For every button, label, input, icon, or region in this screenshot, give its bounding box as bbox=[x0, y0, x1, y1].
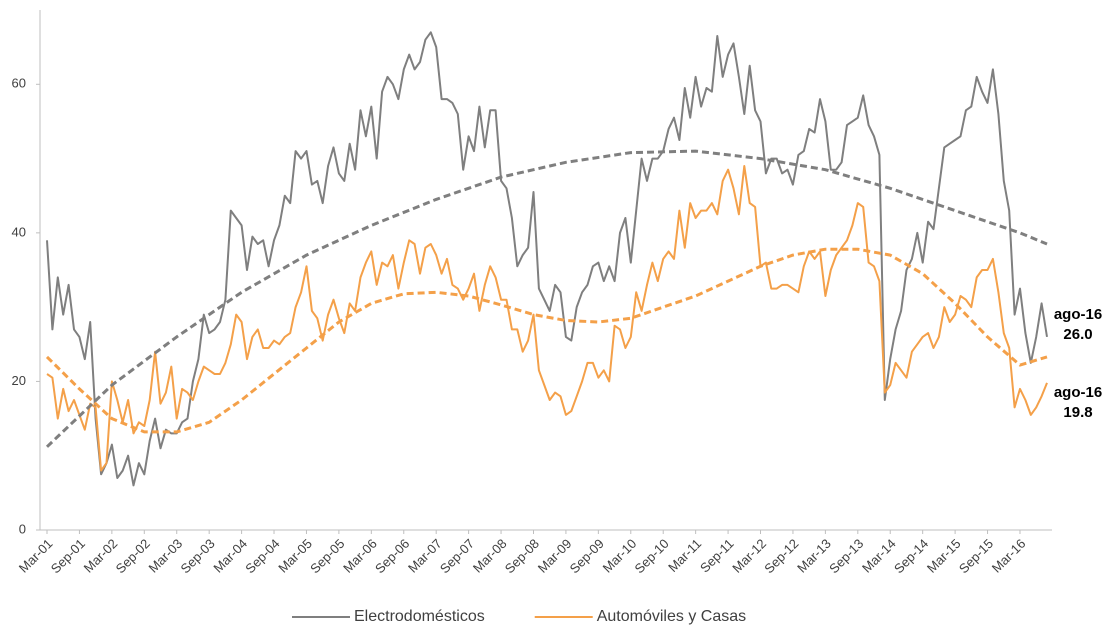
x-tick-label: Sep-07 bbox=[437, 536, 477, 576]
x-tick-label: Sep-09 bbox=[567, 536, 607, 576]
trend-line bbox=[45, 149, 1048, 448]
annotation-value: 26.0 bbox=[1063, 326, 1092, 343]
x-tick-label: Mar-14 bbox=[859, 536, 899, 576]
legend-label: Automóviles y Casas bbox=[597, 608, 746, 625]
x-tick-label: Sep-08 bbox=[502, 536, 542, 576]
y-tick-label: 60 bbox=[12, 76, 26, 91]
x-tick-label: Mar-05 bbox=[275, 536, 315, 576]
x-tick-label: Sep-10 bbox=[632, 536, 672, 576]
trend-line bbox=[45, 247, 1048, 434]
x-tick-label: Mar-10 bbox=[600, 536, 640, 576]
y-tick-label: 40 bbox=[12, 224, 26, 239]
x-tick-label: Mar-03 bbox=[146, 536, 186, 576]
x-tick-label: Mar-01 bbox=[16, 536, 56, 576]
x-tick-label: Mar-09 bbox=[535, 536, 575, 576]
x-tick-label: Sep-06 bbox=[372, 536, 412, 576]
y-tick-label: 0 bbox=[19, 521, 26, 536]
x-tick-label: Mar-16 bbox=[989, 536, 1029, 576]
x-tick-label: Sep-15 bbox=[956, 536, 996, 576]
x-tick-label: Sep-13 bbox=[826, 536, 866, 576]
x-tick-label: Mar-13 bbox=[794, 536, 834, 576]
series-line bbox=[46, 165, 1048, 472]
x-tick-label: Sep-03 bbox=[177, 536, 217, 576]
x-tick-label: Sep-01 bbox=[48, 536, 88, 576]
x-tick-label: Mar-11 bbox=[665, 536, 704, 575]
x-tick-label: Mar-02 bbox=[81, 536, 121, 576]
annotation-value: 19.8 bbox=[1063, 404, 1092, 421]
x-tick-label: Sep-04 bbox=[242, 536, 282, 576]
x-tick-label: Mar-12 bbox=[729, 536, 769, 576]
x-tick-label: Sep-02 bbox=[113, 536, 153, 576]
x-tick-label: Sep-12 bbox=[761, 536, 801, 576]
x-tick-label: Sep-14 bbox=[891, 536, 931, 576]
x-tick-label: Sep-11 bbox=[697, 536, 737, 576]
x-tick-label: Sep-05 bbox=[307, 536, 347, 576]
x-tick-label: Mar-07 bbox=[405, 536, 445, 576]
annotation-label: ago-16 bbox=[1054, 384, 1102, 401]
y-tick-label: 20 bbox=[12, 373, 26, 388]
x-tick-label: Mar-06 bbox=[340, 536, 380, 576]
x-tick-label: Mar-08 bbox=[470, 536, 510, 576]
series-line bbox=[46, 31, 1048, 487]
x-tick-label: Mar-04 bbox=[210, 536, 250, 576]
x-tick-label: Mar-15 bbox=[924, 536, 964, 576]
legend-label: Electrodomésticos bbox=[354, 608, 485, 625]
annotation-label: ago-16 bbox=[1054, 306, 1102, 323]
